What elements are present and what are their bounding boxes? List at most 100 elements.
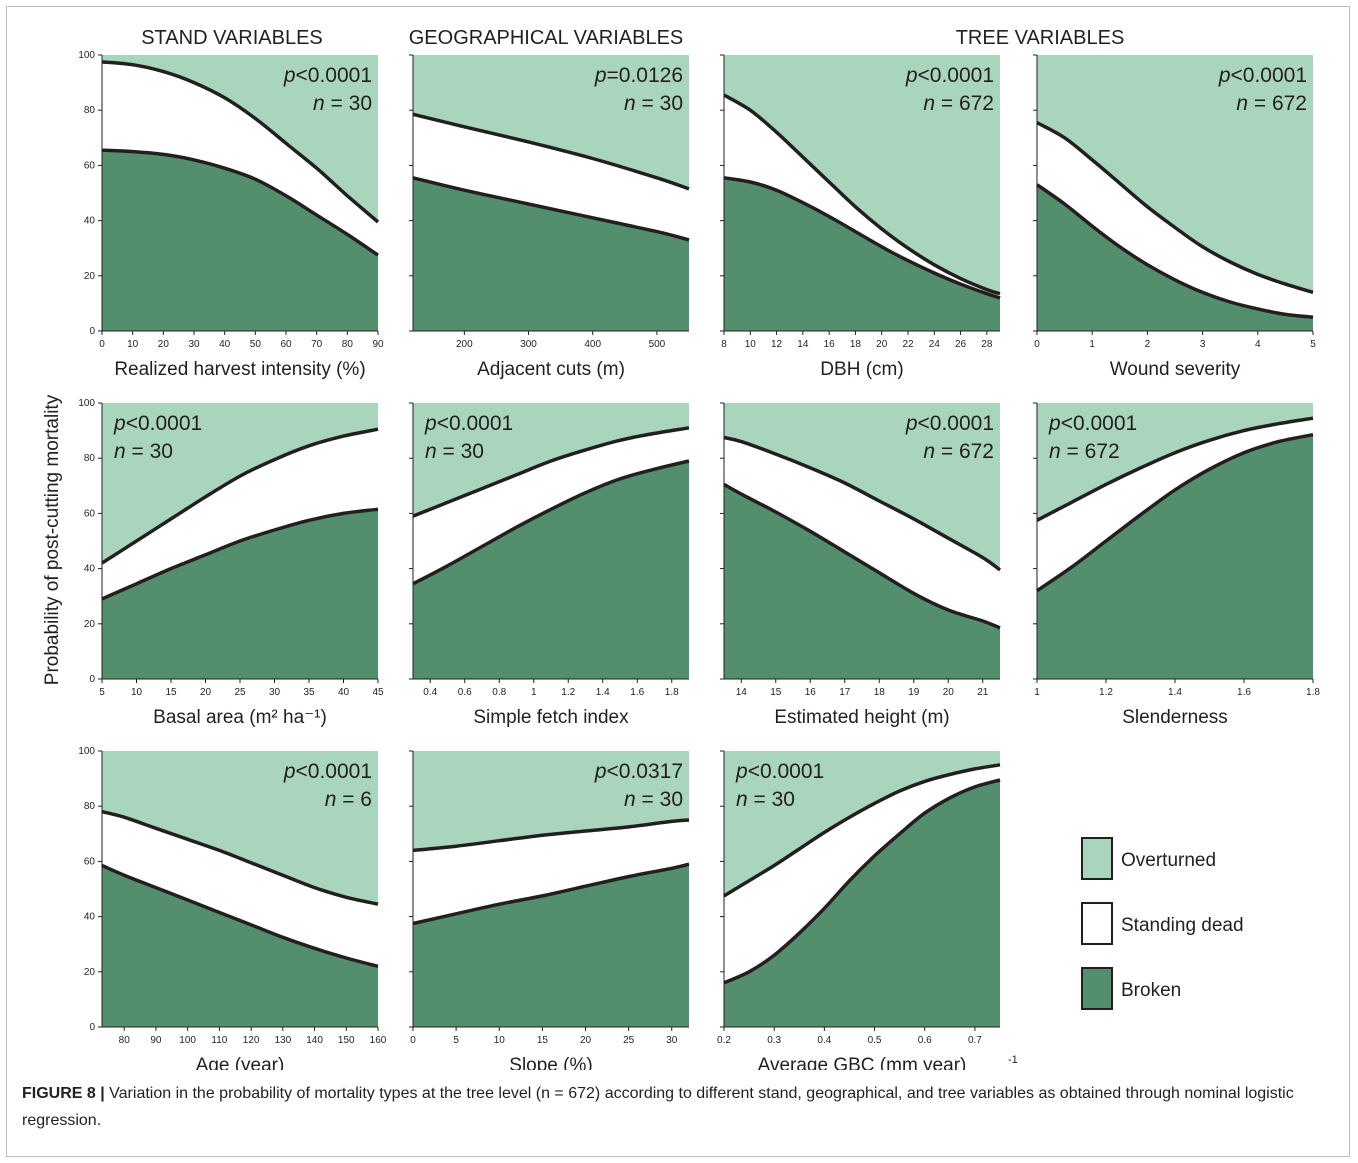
x-tick-label: 30 (666, 1035, 678, 1046)
x-tick-label: 90 (372, 339, 384, 350)
x-tick-label: 100 (179, 1035, 196, 1046)
p-value: p<0.0001 (735, 760, 824, 783)
x-tick-label: 19 (908, 687, 920, 698)
x-axis-label: Average GBC (mm year) (758, 1055, 967, 1070)
area-overturned (413, 55, 689, 189)
x-tick-label: 10 (127, 339, 139, 350)
area-broken (724, 484, 1000, 679)
area-broken (1037, 434, 1313, 679)
x-tick-label: 16 (824, 339, 836, 350)
boundary-broken-line (101, 863, 379, 968)
figure-frame (6, 6, 1350, 1157)
y-axis-label: Probability of post-cutting mortality (42, 394, 63, 685)
x-tick-label: 3 (1200, 339, 1206, 350)
x-tick-label: 2 (1145, 339, 1151, 350)
area-overturned (724, 751, 1000, 896)
x-tick-label: 0.4 (423, 687, 437, 698)
area-overturned (102, 55, 378, 222)
legend-swatch-overturned (1081, 837, 1113, 880)
x-tick-label: 1 (531, 687, 537, 698)
area-overturned (1037, 403, 1313, 521)
x-tick-label: 10 (131, 687, 143, 698)
x-tick-label: 0.4 (817, 1035, 831, 1046)
boundary-upper-line (101, 810, 379, 906)
boundary-broken-line (412, 862, 690, 926)
x-tick-label: 20 (876, 339, 888, 350)
area-broken (102, 509, 378, 679)
x-tick-label: 40 (338, 687, 350, 698)
x-tick-label: 1.8 (1306, 687, 1320, 698)
y-tick-label: 60 (84, 160, 96, 171)
x-tick-label: 35 (303, 687, 315, 698)
x-tick-label: 1.8 (665, 687, 679, 698)
y-tick-label: 80 (84, 801, 96, 812)
x-tick-label: 80 (119, 1035, 131, 1046)
x-tick-label: 12 (771, 339, 783, 350)
boundary-broken-line (723, 482, 1001, 630)
chart-panel-8: 1 1.2 1.4 1.6 1.8 Slenderness p<0.0001 n = 672 (1033, 402, 1320, 728)
p-value: p<0.0317 (594, 760, 683, 783)
area-overturned (102, 751, 378, 905)
x-tick-label: 200 (456, 339, 473, 350)
chart-panel-4: 0 1 2 3 4 5 Wound severity p<0.0001 n = 672 (1033, 54, 1316, 380)
x-tick-label: 130 (274, 1035, 291, 1046)
boundary-upper-line (101, 427, 379, 565)
x-tick-label: 60 (280, 339, 292, 350)
x-axis-label: Age (year) (196, 1055, 285, 1070)
x-tick-label: 40 (219, 339, 231, 350)
chart-panel-2: 200 300 400 500 Adjacent cuts (m) p=0.0126 n =… (409, 54, 690, 380)
x-tick-label: 110 (211, 1035, 227, 1046)
x-tick-label: 0.8 (492, 687, 506, 698)
p-value: p<0.0001 (424, 412, 513, 435)
n-value: n = 30 (624, 788, 683, 811)
x-axis-label: Adjacent cuts (m) (477, 359, 625, 380)
x-tick-label: 0.6 (918, 1035, 932, 1046)
x-axis-label: Wound severity (1110, 359, 1241, 380)
y-tick-label: 0 (89, 674, 95, 685)
x-axis-label: Basal area (m² ha⁻¹) (153, 707, 327, 728)
boundary-upper-line (412, 818, 690, 853)
x-tick-label: 5 (1310, 339, 1316, 350)
y-tick-label: 0 (89, 326, 95, 337)
chart-panel-7: 14 15 16 17 18 19 20 21 Estimated height (m) p<0.… (720, 402, 1002, 728)
x-tick-label: 0 (1034, 339, 1040, 350)
x-tick-label: 10 (745, 339, 757, 350)
x-tick-label: 120 (243, 1035, 260, 1046)
boundary-broken-line (412, 459, 690, 586)
x-axis-label: Slenderness (1122, 707, 1228, 728)
area-broken (413, 177, 689, 331)
boundary-upper-line (1036, 416, 1314, 522)
x-tick-label: 0.7 (968, 1035, 982, 1046)
area-standing-dead (413, 820, 689, 924)
legend-label-broken: Broken (1121, 980, 1181, 1001)
chart-panel-1: 0 20 40 60 80 100 0 10 20 30 40 50 60 70 80 90 Realized … (78, 50, 384, 380)
n-value: n = 30 (425, 440, 484, 463)
group-title-tree: TREE VARIABLES (956, 27, 1125, 49)
chart-panel-3: 8 10 12 14 16 18 20 22 24 26 28 DBH (cm) p<0.0001 n =… (720, 54, 1001, 380)
boundary-upper-line (412, 112, 690, 191)
p-value: p<0.0001 (905, 412, 994, 435)
chart-panel-6: 0.4 0.6 0.8 1 1.2 1.4 1.6 1.8 Simple fetch index… (409, 402, 690, 728)
legend-label-overturned: Overturned (1121, 850, 1216, 871)
area-overturned (1037, 55, 1313, 293)
x-tick-label: 90 (150, 1035, 162, 1046)
area-overturned (102, 403, 378, 564)
group-title-stand: STAND VARIABLES (141, 27, 323, 49)
n-value: n = 672 (1049, 440, 1120, 463)
y-tick-label: 80 (84, 453, 96, 464)
figure-panels: STAND VARIABLES GEOGRAPHICAL VARIABLES T… (42, 27, 1320, 1070)
y-tick-label: 60 (84, 856, 96, 867)
x-tick-label: 16 (805, 687, 817, 698)
x-tick-label: 22 (902, 339, 914, 350)
chart-panel-5: 0 20 40 60 80 100 5 10 15 20 25 30 35 40 45 Basal area … (78, 398, 384, 728)
y-tick-label: 20 (84, 967, 96, 978)
p-value: p<0.0001 (1048, 412, 1137, 435)
y-tick-label: 40 (84, 564, 96, 575)
n-value: n = 30 (624, 92, 683, 115)
x-tick-label: 5 (453, 1035, 459, 1046)
boundary-broken-line (723, 176, 1001, 300)
caption-text: Variation in the probability of mortalit… (22, 1085, 1294, 1129)
n-value: n = 30 (736, 788, 795, 811)
x-tick-label: 24 (929, 339, 941, 350)
